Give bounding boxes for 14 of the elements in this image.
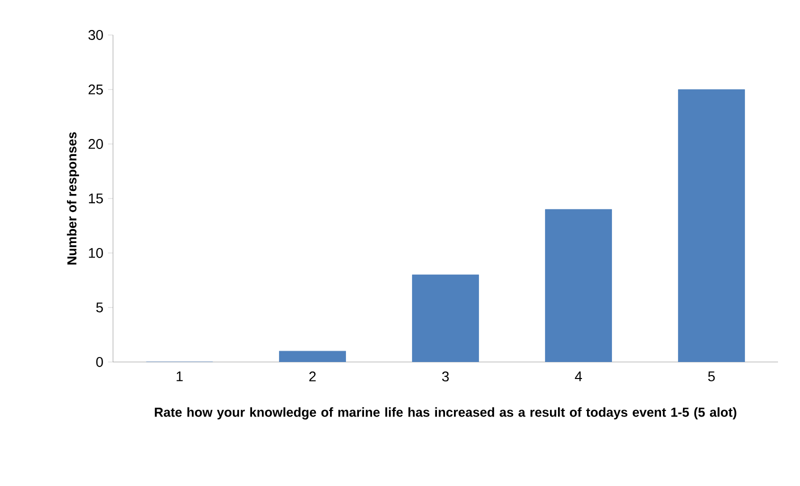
y-tick-label: 5: [96, 302, 103, 312]
y-axis-title: Number of responses: [66, 132, 80, 264]
y-tick-label: 15: [88, 194, 103, 204]
y-tick-label: 25: [88, 84, 103, 94]
x-tick-label: 5: [708, 372, 715, 382]
x-tick-label: 1: [176, 372, 183, 382]
y-tick-label: 20: [88, 139, 103, 149]
y-tick-label: 30: [88, 30, 103, 40]
x-axis-title: Rate how your knowledge of marine life has increased as a result of todays event 1-5 (5 alot): [154, 407, 736, 420]
x-tick-label: 3: [442, 372, 449, 382]
x-tick-label: 4: [574, 372, 582, 382]
y-tick-label: 10: [88, 248, 103, 258]
y-tick-label: 0: [96, 357, 103, 367]
x-tick-label: 2: [309, 372, 316, 382]
